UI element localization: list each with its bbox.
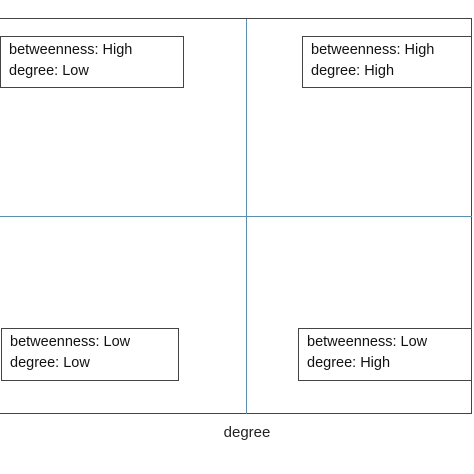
quadrant-degree-text: degree: Low xyxy=(9,63,89,79)
quadrant-label-bottom-left: betweenness: Low degree: Low xyxy=(1,328,179,381)
quadrant-degree-text: degree: High xyxy=(307,355,391,371)
quadrant-label-top-left: betweenness: High degree: Low xyxy=(0,36,184,88)
quadrant-degree-text: degree: Low xyxy=(10,355,90,371)
quadrant-betweenness-text: betweenness: High xyxy=(311,42,435,58)
quadrant-betweenness-text: betweenness: High xyxy=(9,42,133,58)
quadrant-degree-text: degree: High xyxy=(311,63,395,79)
horizontal-divider xyxy=(0,216,472,217)
quadrant-betweenness-text: betweenness: Low xyxy=(10,334,131,350)
x-axis-label: degree xyxy=(223,424,271,441)
quadrant-label-top-right: betweenness: High degree: High xyxy=(302,36,472,88)
quadrant-betweenness-text: betweenness: Low xyxy=(307,334,428,350)
quadrant-label-bottom-right: betweenness: Low degree: High xyxy=(298,328,472,381)
